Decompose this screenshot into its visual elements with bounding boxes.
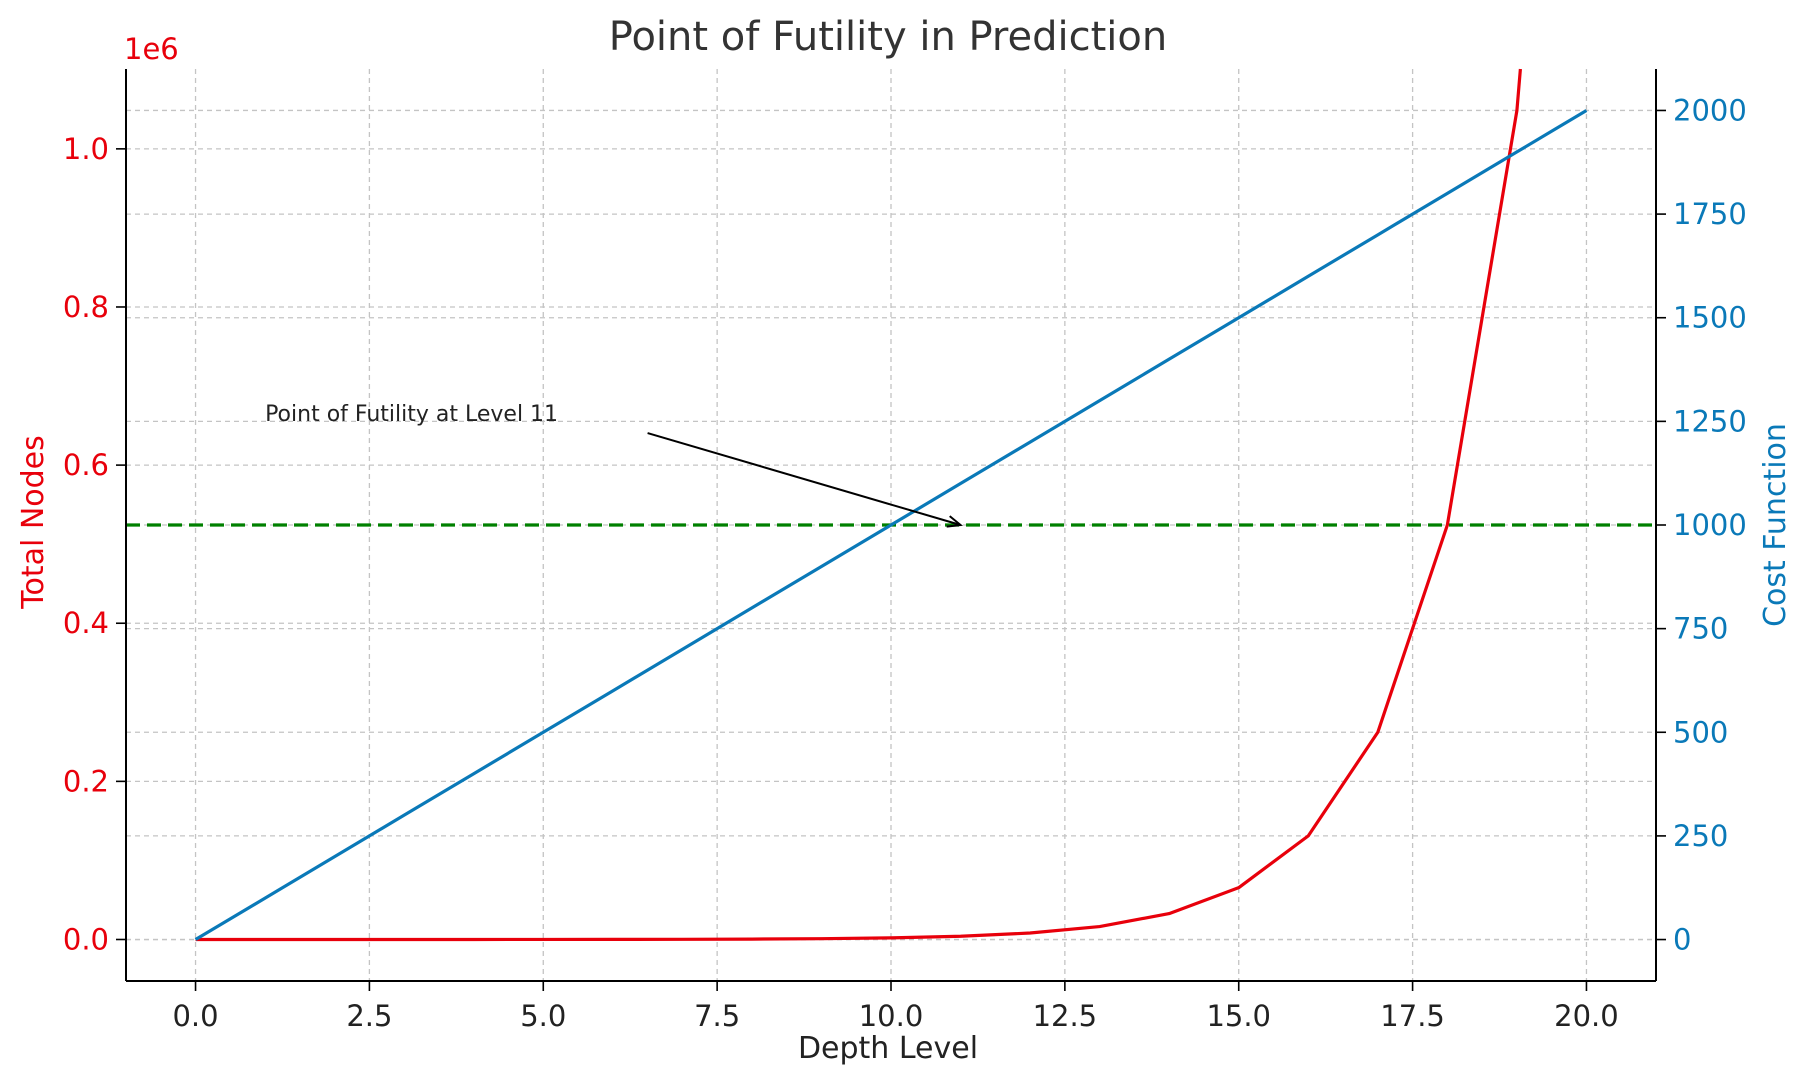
- right-tick-label: 1500: [1673, 301, 1747, 335]
- right-tick-label: 0: [1673, 923, 1691, 957]
- series-layer: [126, 68, 1656, 942]
- x-axis-label: Depth Level: [798, 1031, 978, 1066]
- right-tick-label: 2000: [1673, 93, 1747, 127]
- right-tick-label: 1000: [1673, 508, 1747, 542]
- chart-title: Point of Futility in Prediction: [609, 14, 1167, 60]
- right-tick-label: 1250: [1673, 404, 1747, 438]
- series-line-right: [194, 109, 1588, 941]
- series-line-left: [195, 68, 1522, 942]
- left-tick-label: 0.2: [63, 764, 109, 798]
- x-tick-label: 7.5: [694, 999, 740, 1033]
- right-tick-label: 1750: [1673, 197, 1747, 231]
- annotation-arrow-line: [647, 432, 961, 526]
- left-tick-label: 0.6: [63, 448, 109, 482]
- x-tick-label: 2.5: [346, 999, 392, 1033]
- annotation-text: Point of Futility at Level 11: [265, 402, 558, 427]
- x-tick-label: 5.0: [520, 999, 566, 1033]
- x-tick-label: 12.5: [1033, 999, 1098, 1033]
- left-tick-label: 0.0: [63, 922, 109, 956]
- left-tick-label: 1.0: [63, 132, 109, 166]
- x-tick-label: 0.0: [172, 999, 218, 1033]
- left-axis-offset-text: 1e6: [124, 32, 179, 66]
- x-tick-label: 10.0: [859, 999, 924, 1033]
- right-axis-label: Cost Function: [1758, 423, 1793, 627]
- annotation-layer: Point of Futility at Level 11: [265, 402, 964, 528]
- annotation-arrow-head: [946, 515, 964, 528]
- x-tick-label: 17.5: [1380, 999, 1445, 1033]
- right-tick-label: 750: [1673, 612, 1728, 646]
- x-tick-label: 20.0: [1554, 999, 1619, 1033]
- left-tick-label: 0.4: [63, 606, 109, 640]
- right-tick-label: 250: [1673, 819, 1728, 853]
- left-tick-label: 0.8: [63, 290, 109, 324]
- ticks-layer: 0.0 2.5 5.0 7.5 10.0 12.5 15.0 17.5 20.0 0.0 0.2 0.…: [63, 93, 1747, 1033]
- left-axis-label: Total Nodes: [16, 435, 51, 610]
- x-tick-label: 15.0: [1206, 999, 1271, 1033]
- right-tick-label: 500: [1673, 715, 1728, 749]
